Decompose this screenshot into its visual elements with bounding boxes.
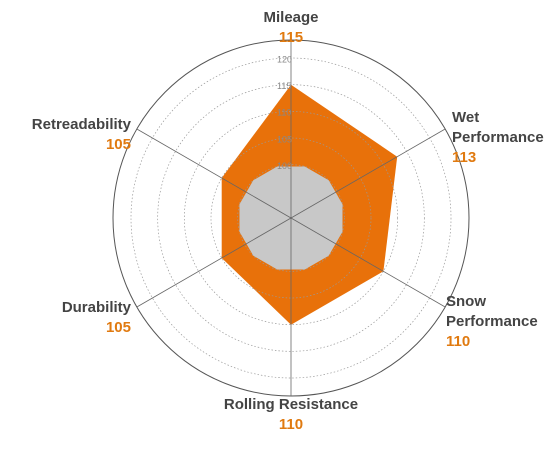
r-tick-label: 110 (277, 108, 291, 118)
r-tick-label: 115 (277, 81, 291, 91)
category-label: Durability 105 (0, 298, 131, 338)
category-name: Rolling Resistance (223, 396, 359, 413)
category-name: Retreadability (31, 116, 131, 133)
value-label: 115 (278, 29, 304, 46)
category-label: Retreadability 105 (0, 115, 131, 155)
category-label: Mileage 115 (191, 8, 391, 48)
r-tick-label: 105 (277, 134, 292, 144)
category-name: Snow Performance (446, 293, 538, 330)
r-tick-label: 100 (277, 161, 292, 171)
grid-ring (157, 84, 425, 352)
category-name: Durability (61, 299, 131, 316)
r-tick-label: 120 (277, 54, 292, 64)
axis-spoke (136, 217, 292, 308)
category-label: Rolling Resistance 110 (191, 395, 391, 435)
value-label: 110 (278, 416, 304, 433)
grid-ring (237, 164, 345, 272)
category-name: Wet Performance (452, 109, 544, 146)
category-name: Mileage (263, 9, 319, 26)
grid-ring (183, 110, 399, 326)
axis-spoke (136, 128, 292, 219)
value-label: 105 (105, 136, 131, 153)
value-label: 110 (446, 333, 471, 350)
value-label: 105 (105, 319, 131, 336)
value-label: 113 (452, 149, 477, 166)
category-label: Snow Performance 110 (446, 292, 556, 352)
axis-spoke (290, 128, 446, 219)
category-label: Wet Performance 113 (452, 108, 557, 168)
axis-spoke (290, 217, 446, 308)
grid-ring (210, 137, 372, 299)
